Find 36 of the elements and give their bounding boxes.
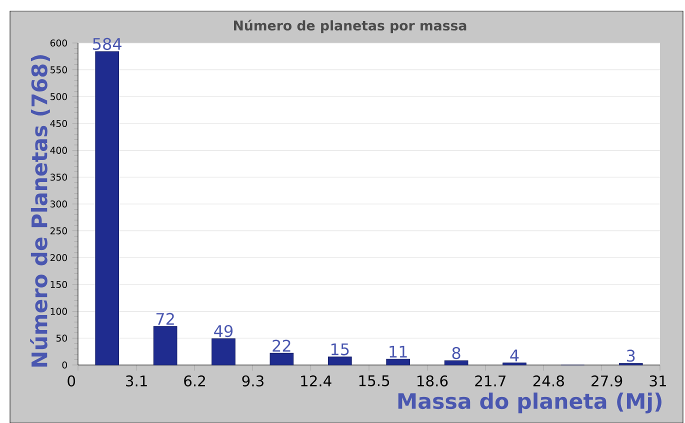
x-tick-label: 27.9 bbox=[592, 375, 622, 386]
data-label: 3 bbox=[627, 350, 635, 362]
data-label: 4 bbox=[510, 349, 519, 362]
y-tick-label: 400 bbox=[50, 146, 67, 154]
y-tick-label: 200 bbox=[50, 254, 67, 262]
data-label: 72 bbox=[156, 312, 174, 325]
data-label: 11 bbox=[390, 346, 407, 358]
y-axis-title: Número de Planetas (768) bbox=[30, 55, 50, 367]
x-tick-label: 0 bbox=[68, 375, 76, 386]
x-tick-label: 24.8 bbox=[533, 375, 564, 386]
y-tick-label: 50 bbox=[56, 334, 67, 342]
y-tick-label: 350 bbox=[50, 174, 67, 181]
y-tick-label: 250 bbox=[50, 227, 67, 234]
y-tick-label: 0 bbox=[62, 361, 67, 368]
x-tick-label: 6.2 bbox=[184, 375, 205, 386]
data-label: 22 bbox=[272, 340, 290, 352]
y-tick-label: 600 bbox=[50, 39, 67, 46]
y-tick-label: 300 bbox=[50, 200, 67, 208]
y-tick-label: 500 bbox=[50, 93, 67, 100]
y-tick-label: 550 bbox=[50, 66, 67, 74]
y-tick-label: 450 bbox=[50, 120, 67, 127]
y-tick-label: 100 bbox=[50, 308, 67, 315]
data-label: 8 bbox=[452, 346, 460, 359]
x-tick-label: 31 bbox=[650, 375, 666, 386]
x-axis-title: Massa do planeta (Mj) bbox=[398, 392, 662, 414]
data-label: 584 bbox=[93, 38, 122, 50]
x-tick-label: 15.5 bbox=[359, 375, 390, 386]
x-tick-label: 3.1 bbox=[126, 375, 147, 386]
data-label: 15 bbox=[331, 343, 349, 356]
x-tick-label: 21.7 bbox=[475, 375, 506, 386]
x-tick-label: 18.6 bbox=[418, 375, 448, 386]
data-label: 49 bbox=[214, 324, 233, 337]
x-tick-label: 12.4 bbox=[301, 375, 332, 386]
y-tick-label: 150 bbox=[50, 280, 67, 288]
chart-title: Número de planetas por massa bbox=[234, 20, 466, 34]
x-tick-label: 9.3 bbox=[242, 375, 264, 386]
